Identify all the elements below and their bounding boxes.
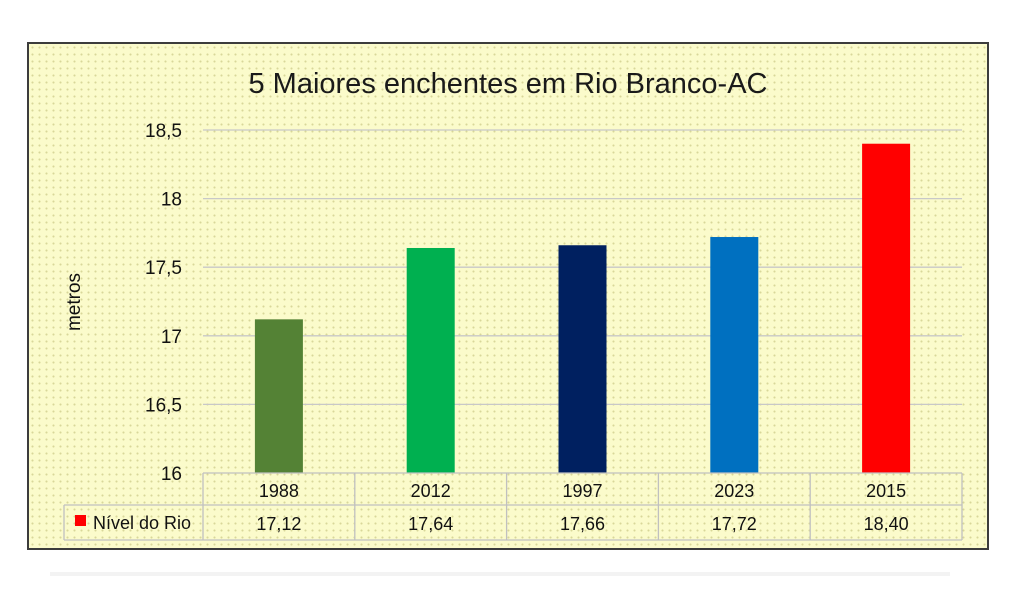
y-tick-label: 17,5 (145, 258, 182, 279)
chart-frame (27, 42, 989, 550)
data-label: 17,66 (560, 514, 605, 534)
y-tick-label: 16 (161, 464, 182, 485)
bar-2015 (862, 143, 911, 473)
legend-key (75, 515, 86, 526)
y-tick-label: 18,5 (145, 121, 182, 142)
x-tick-label: 1997 (562, 481, 602, 501)
data-label: 18,40 (864, 514, 909, 534)
chart-title: 5 Maiores enchentes em Rio Branco-AC (248, 68, 767, 100)
bar-2023 (710, 237, 759, 473)
bar-2012 (406, 247, 455, 473)
data-label: 17,64 (408, 514, 453, 534)
x-tick-label: 2012 (411, 481, 451, 501)
y-axis-ticks: 16 16,5 17 17,5 18 18,5 (145, 121, 182, 485)
y-tick-label: 17 (161, 327, 182, 348)
bars (254, 143, 911, 473)
x-tick-label: 1988 (259, 481, 299, 501)
y-tick-label: 18 (161, 190, 182, 211)
bottom-divider (50, 572, 950, 576)
data-table: Nível do Rio 1988 17,12 2012 17,64 1997 17,66 2… (63, 472, 963, 541)
data-label: 17,12 (256, 514, 301, 534)
bar-1988 (254, 319, 303, 473)
y-axis-label: metros (64, 273, 85, 331)
data-label: 17,72 (712, 514, 757, 534)
x-tick-label: 2023 (714, 481, 754, 501)
y-tick-label: 16,5 (145, 395, 182, 416)
legend-label: Nível do Rio (93, 513, 191, 533)
bar-1997 (558, 245, 607, 473)
x-tick-label: 2015 (866, 481, 906, 501)
